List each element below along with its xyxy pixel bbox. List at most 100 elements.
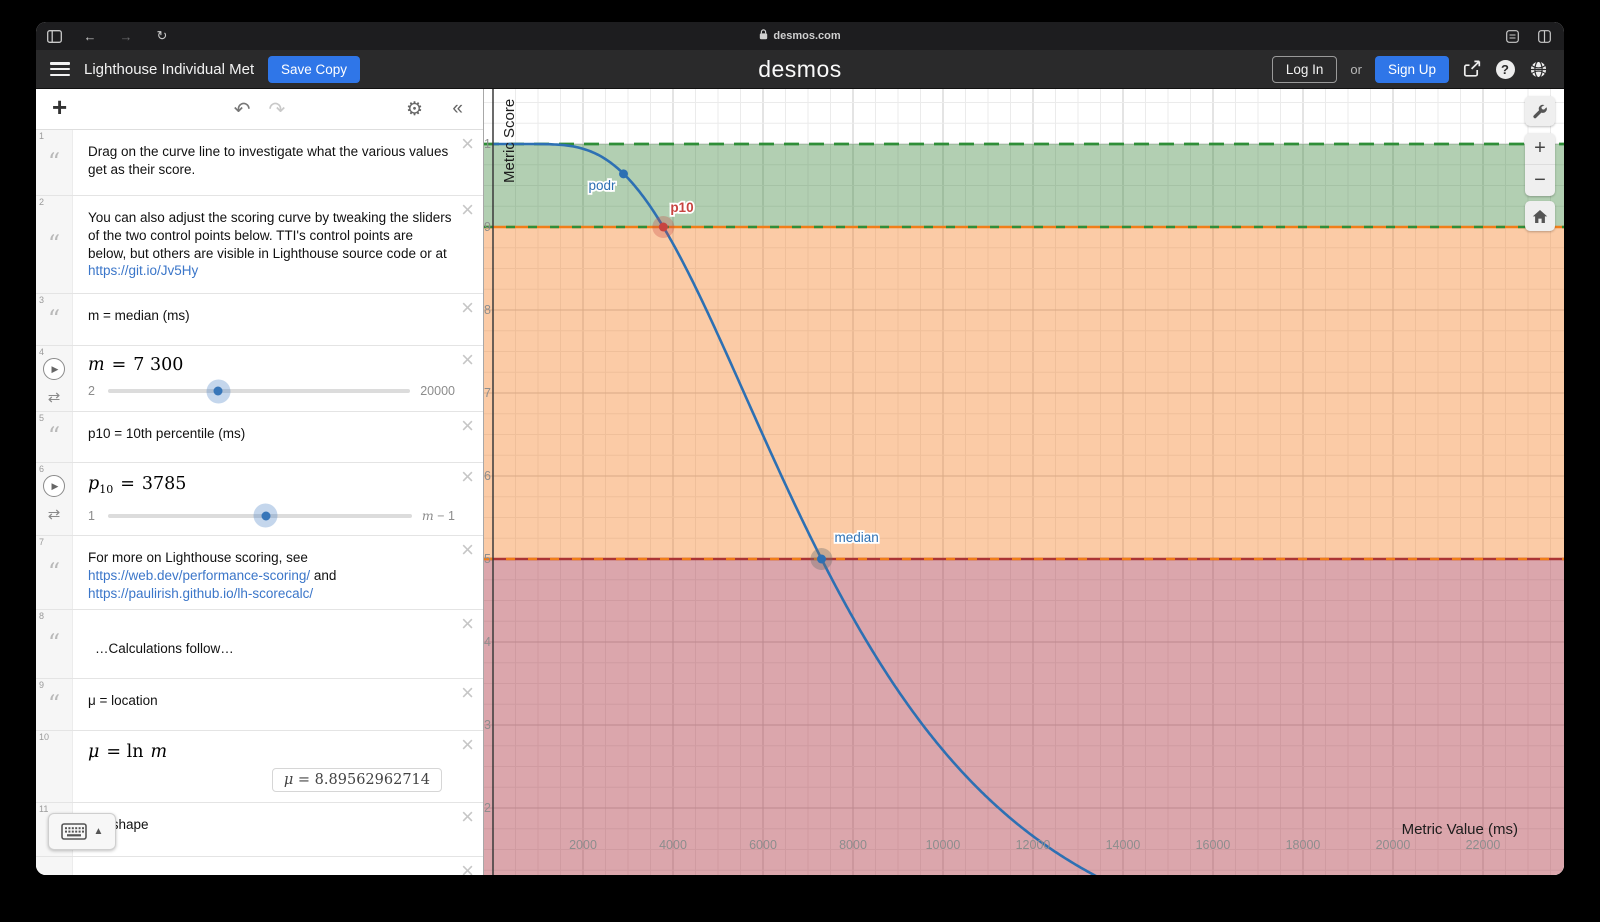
- note-icon: “: [47, 629, 61, 657]
- remove-expression-icon[interactable]: ×: [461, 804, 474, 829]
- expression-row-6[interactable]: 6 ▶ ⇄ p10 = 3785 1 m − 1 ×: [36, 463, 483, 536]
- expression-number: 10: [39, 732, 50, 742]
- chevron-up-icon: ▲: [93, 826, 104, 837]
- browser-window: ← → ↻ desmos.com Lighthouse Individual M…: [36, 22, 1564, 875]
- point-median[interactable]: [817, 554, 826, 564]
- sidebar-toggle-icon[interactable]: [46, 28, 62, 44]
- help-icon[interactable]: ?: [1495, 59, 1515, 79]
- remove-expression-icon[interactable]: ×: [461, 680, 474, 705]
- remove-expression-icon[interactable]: ×: [461, 464, 474, 489]
- save-copy-button[interactable]: Save Copy: [268, 55, 361, 83]
- slider-max-label: 20000: [420, 384, 455, 398]
- x-tick-label: 22000: [1466, 838, 1501, 852]
- expression-row-12-partial[interactable]: ×: [36, 857, 483, 875]
- zoom-out-button[interactable]: −: [1534, 169, 1546, 191]
- note-link[interactable]: https://git.io/Jv5Hy: [88, 263, 199, 279]
- point-label-p10: p10: [670, 200, 693, 215]
- y-tick-label: 0.6: [484, 469, 491, 483]
- remove-expression-icon[interactable]: ×: [461, 537, 474, 562]
- slider-handle[interactable]: [261, 511, 271, 520]
- forward-icon[interactable]: →: [119, 28, 133, 44]
- expression-row-5[interactable]: 5 “ p10 = 10th percentile (ms) ×: [36, 412, 483, 463]
- sign-up-button[interactable]: Sign Up: [1374, 55, 1449, 83]
- remove-expression-icon[interactable]: ×: [461, 858, 474, 876]
- y-tick-label: 0.8: [484, 303, 491, 317]
- region-poor: [484, 559, 1564, 875]
- note-text[interactable]: p10 = 10th percentile (ms): [88, 426, 246, 441]
- edit-list-gear-icon[interactable]: ⚙: [405, 98, 423, 120]
- url-text[interactable]: desmos.com: [773, 30, 841, 42]
- slider-handle[interactable]: [213, 386, 223, 396]
- tab-overview-icon[interactable]: [1536, 28, 1552, 44]
- remove-expression-icon[interactable]: ×: [461, 197, 474, 222]
- note-link[interactable]: https://paulirish.github.io/lh-scorecalc…: [88, 585, 314, 601]
- expression-row-2[interactable]: 2 “ You can also adjust the scoring curve…: [36, 196, 483, 294]
- math-expression[interactable]: μ = ln m: [88, 742, 168, 762]
- default-viewport-button[interactable]: [1525, 201, 1555, 231]
- or-label: or: [1350, 61, 1362, 77]
- remove-expression-icon[interactable]: ×: [461, 131, 474, 156]
- undo-icon[interactable]: ↶: [233, 98, 251, 121]
- keyboard-toggle-button[interactable]: ▲: [48, 813, 116, 850]
- y-tick-label: 1: [484, 137, 491, 151]
- x-tick-label: 14000: [1106, 838, 1141, 852]
- expression-number: 11: [39, 804, 49, 814]
- point-p10[interactable]: [658, 222, 668, 232]
- menu-icon[interactable]: [50, 62, 70, 76]
- log-in-button[interactable]: Log In: [1271, 55, 1338, 83]
- expression-row-10[interactable]: 10 μ = ln m μ = 8.89562962714 ×: [36, 731, 483, 803]
- note-link[interactable]: https://web.dev/performance-scoring/: [88, 567, 311, 583]
- note-text[interactable]: …Calculations follow…: [95, 641, 234, 656]
- math-expression[interactable]: m = 7 300: [88, 355, 184, 375]
- note-text[interactable]: For more on Lighthouse scoring, see http…: [88, 550, 337, 601]
- expression-row-3[interactable]: 3 “ m = median (ms) ×: [36, 294, 483, 346]
- remove-expression-icon[interactable]: ×: [461, 295, 474, 320]
- expression-toolbar: + ↶ ↷ ⚙ «: [36, 89, 483, 130]
- note-text[interactable]: σ = shape: [88, 817, 149, 832]
- note-icon: “: [47, 304, 61, 333]
- y-tick-label: 0.5: [484, 552, 491, 566]
- slider-track[interactable]: [108, 511, 412, 520]
- math-expression[interactable]: p10 = 3785: [88, 474, 187, 496]
- point-podr[interactable]: [619, 169, 628, 179]
- note-text[interactable]: Drag on the curve line to investigate wh…: [88, 144, 449, 177]
- share-icon[interactable]: [1462, 59, 1482, 79]
- note-text[interactable]: You can also adjust the scoring curve by…: [88, 210, 452, 279]
- slider-settings-icon[interactable]: ⇄: [47, 389, 61, 406]
- expression-row-7[interactable]: 7 “ For more on Lighthouse scoring, see h…: [36, 536, 483, 610]
- slider-max-label: m − 1: [421, 508, 455, 523]
- note-text[interactable]: m = median (ms): [88, 308, 190, 323]
- expression-row-9[interactable]: 9 “ μ = location ×: [36, 679, 483, 731]
- graph-paper[interactable]: podrp10median0.20.30.40.50.60.70.80.9120…: [484, 89, 1564, 875]
- expression-row-4[interactable]: 4 ▶ ⇄ m = 7 300 2 20000 ×: [36, 346, 483, 412]
- graph-title[interactable]: Lighthouse Individual Metri...: [84, 60, 254, 78]
- remove-expression-icon[interactable]: ×: [461, 347, 474, 372]
- expression-number: 3: [39, 295, 45, 305]
- remove-expression-icon[interactable]: ×: [461, 611, 474, 636]
- x-tick-label: 8000: [839, 838, 867, 852]
- wrench-icon: [1532, 104, 1547, 118]
- y-tick-label: 0.3: [484, 718, 491, 732]
- scoring-curve[interactable]: [493, 142, 1111, 875]
- remove-expression-icon[interactable]: ×: [461, 413, 474, 438]
- expression-number: 2: [39, 197, 45, 207]
- plot-svg[interactable]: podrp10median0.20.30.40.50.60.70.80.9120…: [484, 89, 1564, 875]
- add-expression-button[interactable]: +: [52, 92, 68, 122]
- remove-expression-icon[interactable]: ×: [461, 732, 474, 757]
- language-globe-icon[interactable]: [1528, 59, 1548, 79]
- note-text[interactable]: μ = location: [88, 693, 158, 708]
- expression-row-8[interactable]: 8 “ …Calculations follow… ×: [36, 610, 483, 679]
- slider-track[interactable]: [108, 386, 411, 396]
- play-slider-button[interactable]: ▶: [43, 358, 65, 380]
- zoom-in-button[interactable]: +: [1525, 133, 1555, 165]
- redo-icon[interactable]: ↷: [268, 98, 286, 121]
- reader-icon[interactable]: [1504, 28, 1520, 44]
- reload-icon[interactable]: ↻: [156, 28, 168, 43]
- back-icon[interactable]: ←: [83, 28, 97, 44]
- expression-row-1[interactable]: 1 “ Drag on the curve line to investigate…: [36, 130, 483, 196]
- play-slider-button[interactable]: ▶: [43, 475, 65, 497]
- app-header: Lighthouse Individual Metri... Save Copy…: [36, 50, 1564, 89]
- collapse-panel-icon[interactable]: «: [452, 98, 463, 119]
- slider-settings-icon[interactable]: ⇄: [47, 506, 61, 523]
- graph-settings-button[interactable]: [1525, 96, 1555, 126]
